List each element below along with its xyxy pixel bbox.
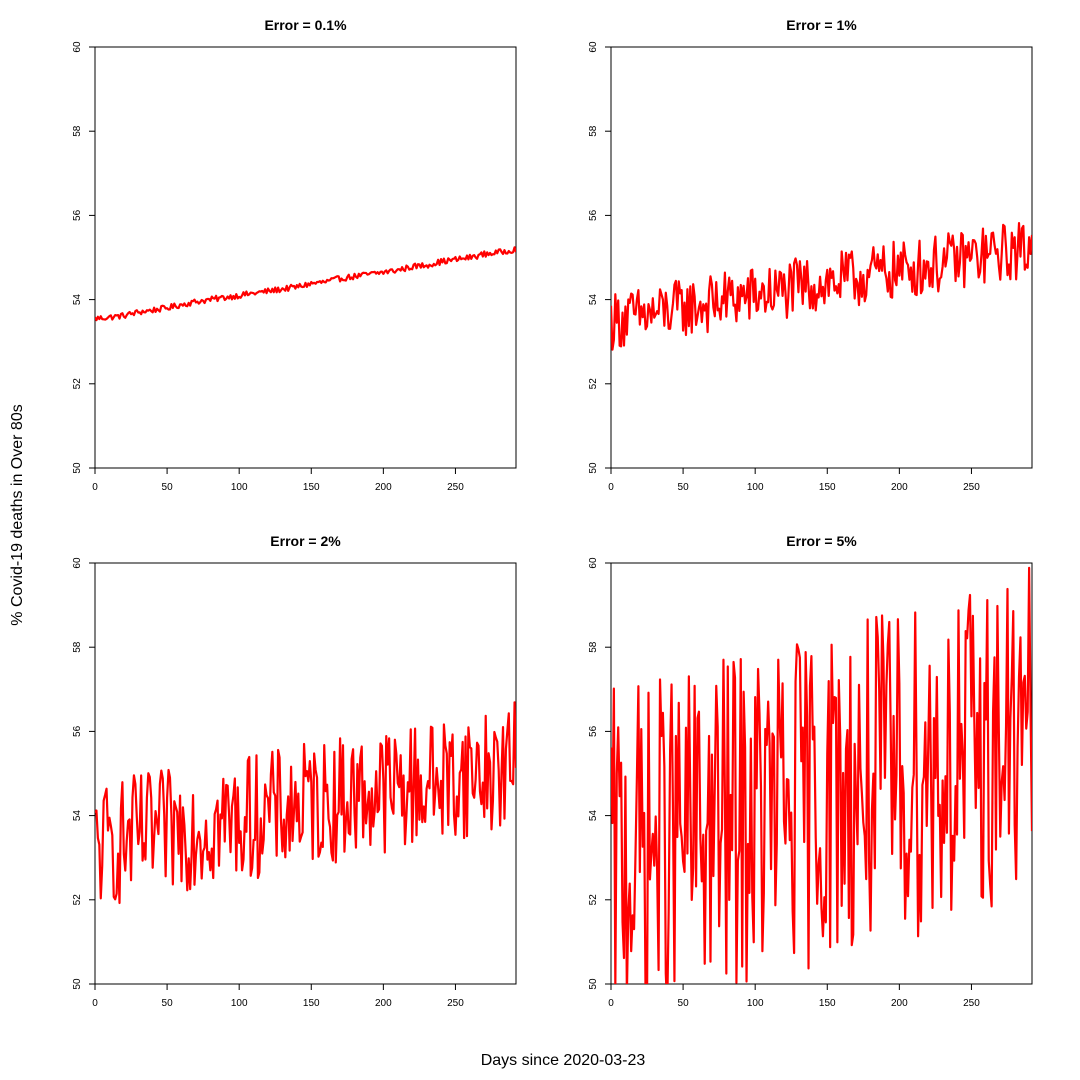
y-tick-label: 60	[588, 557, 599, 569]
y-tick-label: 54	[72, 810, 83, 822]
y-tick-label: 54	[72, 294, 83, 306]
x-tick-label: 50	[162, 482, 174, 493]
panel-4: Error = 5% 0 50 100 150 200 250 50 52 54 56 58 60	[588, 533, 1033, 1009]
series-line	[95, 701, 516, 905]
panel-title: Error = 5%	[786, 533, 857, 549]
x-tick-label: 0	[92, 482, 98, 493]
y-tick-label: 50	[72, 462, 83, 474]
y-tick-label: 60	[72, 557, 83, 569]
panels: Error = 0.1%0 50 100 150 200 250505254565860E…	[72, 17, 1033, 1009]
x-tick-label: 50	[678, 482, 690, 493]
y-tick-label: 58	[72, 125, 83, 137]
y-tick-label: 56	[588, 725, 599, 737]
y-tick-label: 50	[588, 978, 599, 990]
x-tick-label: 100	[231, 998, 248, 1009]
plot-frame	[610, 46, 1033, 469]
x-tick-label: 0	[92, 998, 98, 1009]
y-tick-label: 58	[588, 125, 599, 137]
x-tick-label: 150	[819, 482, 836, 493]
x-tick-label: 0	[608, 998, 614, 1009]
x-tick-label: 200	[891, 482, 908, 493]
x-tick-label: 250	[447, 482, 464, 493]
y-tick-label: 56	[72, 725, 83, 737]
series-line	[95, 246, 516, 322]
x-tick-label: 150	[819, 998, 836, 1009]
y-tick-label: 52	[72, 378, 83, 390]
x-tick-label: 250	[963, 482, 980, 493]
x-tick-label: 150	[303, 998, 320, 1009]
x-tick-label: 50	[678, 998, 690, 1009]
x-tick-label: 100	[747, 482, 764, 493]
plot-frame	[94, 562, 517, 985]
y-tick-label: 50	[72, 978, 83, 990]
y-tick-label: 52	[72, 894, 83, 906]
y-axis-label: % Covid-19 deaths in Over 80s	[9, 404, 26, 625]
y-tick-label: 50	[588, 462, 599, 474]
x-tick-label: 250	[447, 998, 464, 1009]
panel-1: Error = 0.1% 0 50 100 150 200 250 50 52 54 56 58 60	[72, 17, 517, 493]
x-tick-label: 150	[303, 482, 320, 493]
y-tick-label: 52	[588, 894, 599, 906]
y-tick-label: 58	[588, 641, 599, 653]
panel-title: Error = 0.1%	[264, 17, 347, 33]
y-tick-label: 60	[588, 41, 599, 53]
y-tick-label: 54	[588, 810, 599, 822]
y-tick-label: 56	[72, 209, 83, 221]
panel-2: Error = 1% 0 50 100 150 200 250 50 52 54 56 58 60	[588, 17, 1033, 493]
x-tick-label: 0	[608, 482, 614, 493]
x-tick-label: 50	[162, 998, 174, 1009]
series-line	[611, 222, 1032, 351]
x-axis-label: Days since 2020-03-23	[481, 1052, 646, 1069]
y-tick-label: 56	[588, 209, 599, 221]
y-tick-label: 52	[588, 378, 599, 390]
panel-title: Error = 1%	[786, 17, 857, 33]
panel-title: Error = 2%	[270, 533, 341, 549]
y-tick-label: 60	[72, 41, 83, 53]
plot-frame	[94, 46, 517, 469]
x-tick-label: 200	[375, 998, 392, 1009]
x-tick-label: 200	[891, 998, 908, 1009]
x-tick-label: 100	[747, 998, 764, 1009]
panel-3: Error = 2% 0 50 100 150 200 250 50 52 54 56 58 60	[72, 533, 517, 1009]
x-tick-label: 100	[231, 482, 248, 493]
series-line	[611, 566, 1032, 984]
y-tick-label: 58	[72, 641, 83, 653]
x-tick-label: 200	[375, 482, 392, 493]
y-tick-label: 54	[588, 294, 599, 306]
x-tick-label: 250	[963, 998, 980, 1009]
